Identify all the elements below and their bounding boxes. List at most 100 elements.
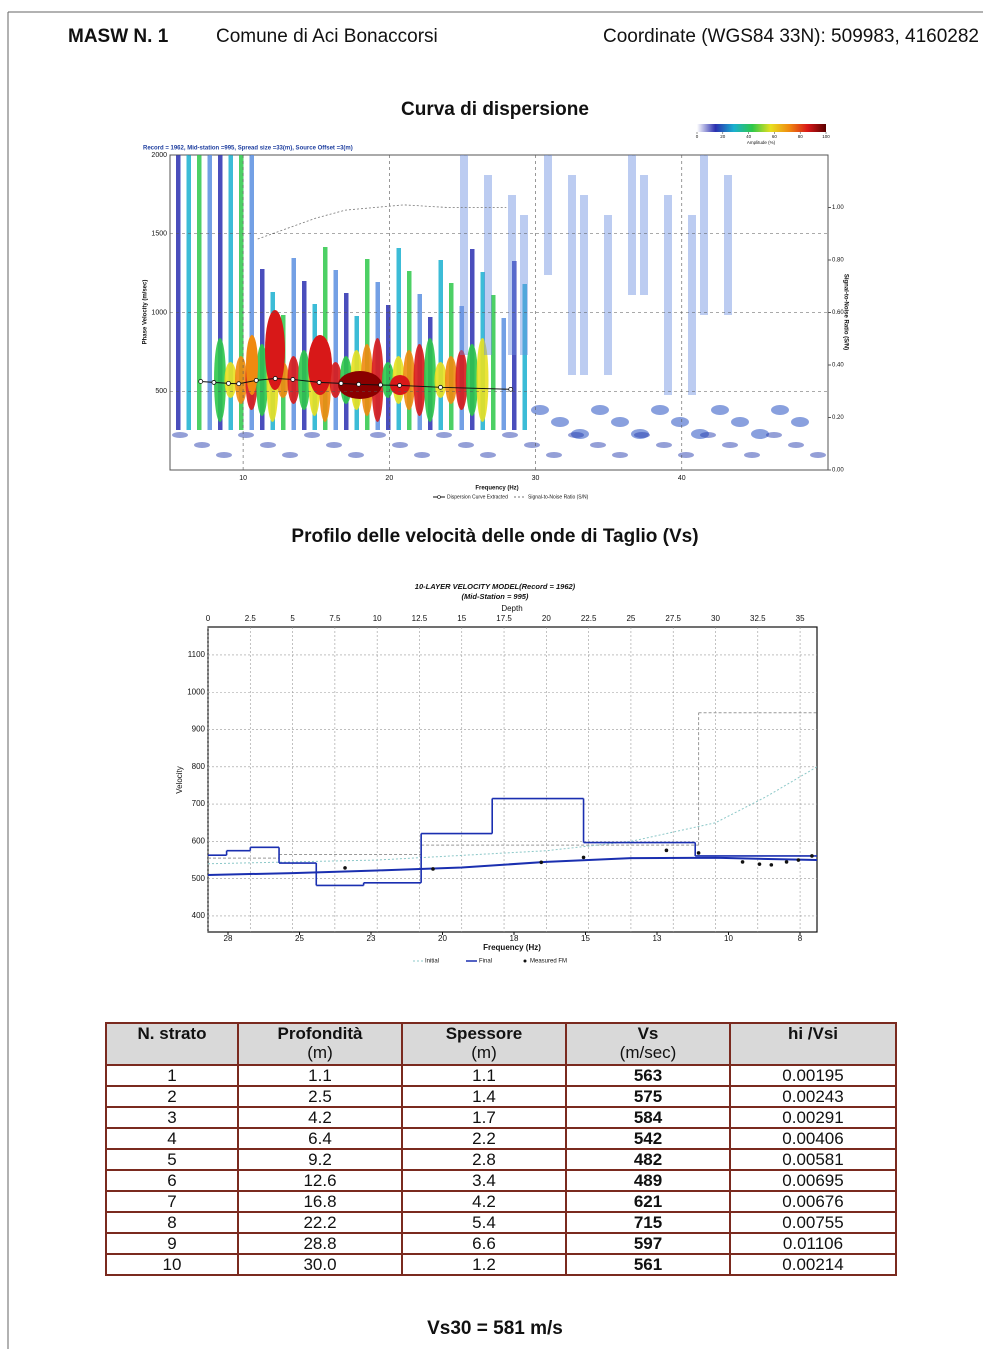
table-cell: 2.2 (402, 1128, 566, 1149)
spectrum-band (508, 195, 516, 355)
header-unit: (m/sec) (567, 1043, 729, 1062)
spectrum-blob (348, 452, 364, 458)
chart-subtitle: (Mid-Station = 995) (462, 592, 529, 601)
table-cell: 489 (566, 1170, 730, 1191)
spectrum-blob (810, 452, 826, 458)
layer-table: N. stratoProfondità(m)Spessore(m)Vs(m/se… (105, 1022, 897, 1276)
colorbar-tick-label: 100 (822, 134, 830, 139)
spectrum-blob (414, 452, 430, 458)
table-cell: 542 (566, 1128, 730, 1149)
curve-point (509, 387, 513, 391)
legend-entry: Measured FM (530, 959, 567, 965)
y-tick-label: 500 (155, 388, 167, 395)
spectrum-blob (424, 338, 436, 422)
spectrum-blob (392, 442, 408, 448)
colorbar-label: Amplitude (%) (747, 140, 776, 145)
spectrum-blob (502, 432, 518, 438)
frequency-tick-label: 8 (798, 934, 803, 943)
measured-point (797, 858, 801, 862)
project: MASW N. 1 (68, 26, 169, 47)
spectrum-blob (308, 335, 332, 395)
x-tick-label: 15 (457, 614, 466, 623)
table-row: 612.63.44890.00695 (106, 1170, 896, 1191)
measured-point (539, 860, 543, 864)
header-cell: hi /Vsi (730, 1023, 896, 1065)
x-tick-label: 7.5 (329, 614, 341, 623)
x-axis-label: Frequency (Hz) (475, 486, 518, 492)
curve-point (379, 383, 383, 387)
header-cell: Profondità(m) (238, 1023, 402, 1065)
y-axis-label: Velocity (175, 766, 184, 794)
spectrum-band (688, 215, 696, 395)
spectrum-blob (671, 417, 689, 427)
header-unit: (m) (239, 1043, 401, 1062)
y-tick-label: 700 (192, 799, 206, 808)
curve-point (226, 381, 230, 385)
spectrum-blob (436, 432, 452, 438)
spectrum-band (484, 175, 492, 355)
x-axis-label: Depth (501, 604, 522, 613)
table-cell: 563 (566, 1065, 730, 1086)
x-tick-label: 10 (239, 475, 247, 482)
spectrum-blob (771, 405, 789, 415)
spectrum-blob (634, 432, 650, 438)
legend-entry: Final (479, 959, 492, 965)
header-text: hi /Vsi (788, 1024, 838, 1043)
measured-point (741, 860, 745, 864)
x-tick-label: 27.5 (665, 614, 681, 623)
table-cell: 0.00755 (730, 1212, 896, 1233)
measured-point (758, 862, 762, 866)
spectrum-blob (612, 452, 628, 458)
x-tick-label: 20 (542, 614, 551, 623)
colorbar-tick-label: 80 (798, 134, 804, 139)
spectrum-blob (656, 442, 672, 448)
spectrum-band (640, 175, 648, 295)
y2-tick-label: 1.00 (832, 205, 844, 211)
page: MASW N. 1 Comune di Aci Bonaccorsi Coord… (0, 0, 983, 1349)
colorbar-tick-label: 40 (746, 134, 752, 139)
spectrum-blob (551, 417, 569, 427)
header-text: Profondità (278, 1024, 363, 1043)
y2-tick-label: 0.00 (832, 468, 844, 474)
table-cell: 9 (106, 1233, 238, 1254)
spectrum-blob (791, 417, 809, 427)
table-cell: 6 (106, 1170, 238, 1191)
spectrum-blob (260, 442, 276, 448)
table-cell: 1.7 (402, 1107, 566, 1128)
spectrum-blob (722, 442, 738, 448)
spectrum-band (208, 155, 213, 430)
x-tick-label: 2.5 (245, 614, 257, 623)
spectrum-blob (766, 432, 782, 438)
spectrum-blob (591, 405, 609, 415)
table-cell: 0.00195 (730, 1065, 896, 1086)
frequency-tick-label: 20 (438, 934, 447, 943)
curve-point (212, 380, 216, 384)
spectrum-band (628, 155, 636, 295)
x-tick-label: 17.5 (496, 614, 512, 623)
table-cell: 621 (566, 1191, 730, 1212)
spectrum-blob (370, 432, 386, 438)
spectrum-blob (788, 442, 804, 448)
table-cell: 10 (106, 1254, 238, 1275)
frequency-tick-label: 10 (724, 934, 733, 943)
curve-point (291, 377, 295, 381)
table-row: 1030.01.25610.00214 (106, 1254, 896, 1275)
table-cell: 0.00676 (730, 1191, 896, 1212)
x-tick-label: 12.5 (412, 614, 428, 623)
y-axis-label: Phase Velocity (m/sec) (143, 280, 149, 345)
spectrum-blob (546, 452, 562, 458)
spectrum-band (187, 155, 192, 430)
result: Vs30 = 581 m/s (427, 1318, 563, 1339)
y-tick-label: 1000 (151, 309, 167, 316)
curve-point (273, 376, 277, 380)
spectrum-blob (524, 442, 540, 448)
spectrum-band (700, 155, 708, 315)
header-cell: Spessore(m) (402, 1023, 566, 1065)
table-cell: 1 (106, 1065, 238, 1086)
spectrum-band (197, 155, 202, 430)
spectrum-band (580, 195, 588, 375)
x-tick-label: 5 (290, 614, 295, 623)
spectrum-blob (214, 338, 226, 422)
